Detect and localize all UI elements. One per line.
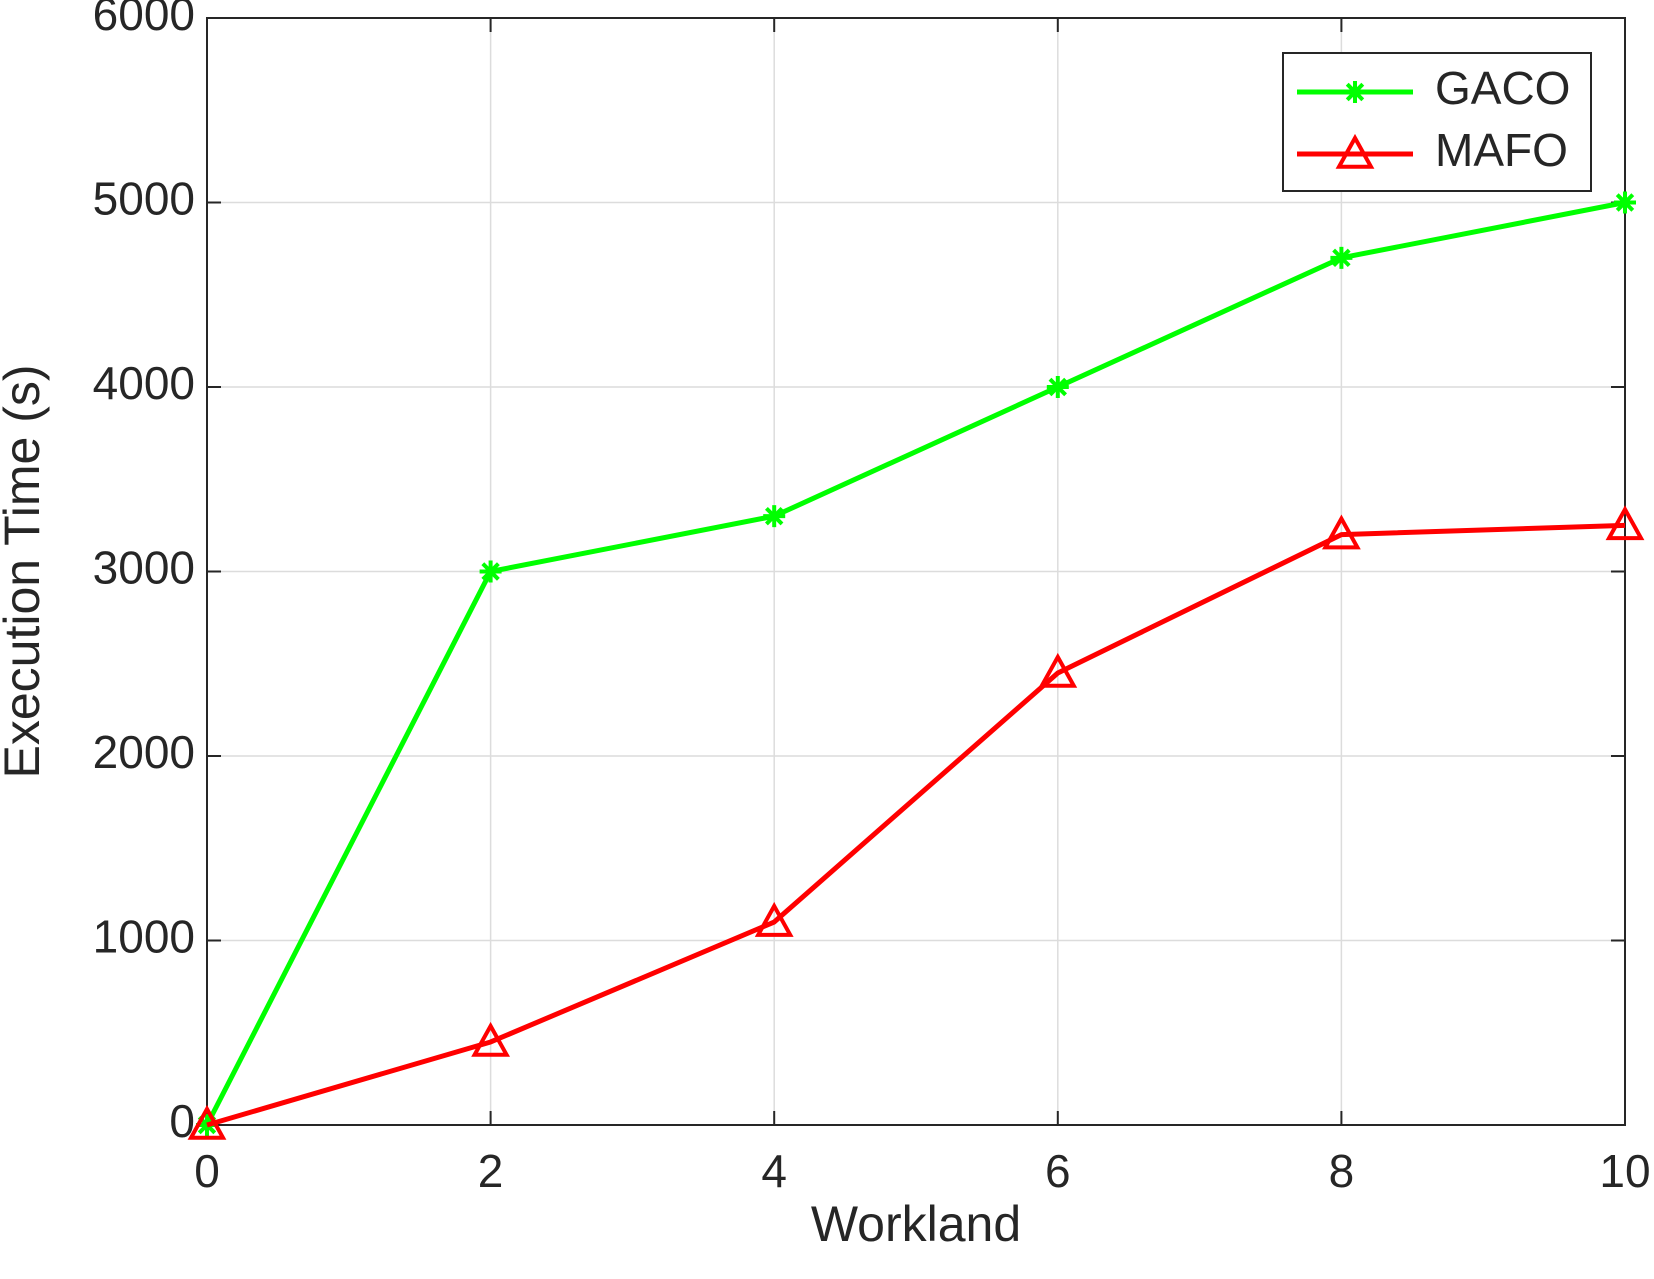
x-axis-label: Workland xyxy=(811,1196,1021,1252)
series-line xyxy=(204,200,1626,1127)
plot-frame xyxy=(206,17,1626,1126)
marker xyxy=(187,1104,227,1140)
y-tick-label: 1000 xyxy=(93,911,195,963)
marker xyxy=(1614,191,1636,214)
marker xyxy=(479,560,502,583)
y-tick-label: 4000 xyxy=(93,357,195,409)
x-tick-label: 6 xyxy=(1045,1145,1071,1197)
marker xyxy=(1322,514,1361,550)
marker xyxy=(1046,376,1069,398)
marker xyxy=(763,505,786,528)
marker xyxy=(754,901,794,937)
legend-box xyxy=(1282,52,1592,192)
y-tick-label: 2000 xyxy=(93,726,195,778)
x-tick-label: 2 xyxy=(478,1145,504,1197)
marker xyxy=(1038,652,1078,688)
x-tick-label: 4 xyxy=(761,1145,787,1197)
x-tick-label: 10 xyxy=(1599,1145,1650,1197)
marker xyxy=(471,1021,510,1057)
marker xyxy=(1605,505,1645,541)
legend-label: GACO xyxy=(1435,62,1570,114)
marker-stroke xyxy=(1332,248,1351,268)
marker-stroke xyxy=(1345,82,1365,102)
marker xyxy=(1344,81,1366,103)
marker xyxy=(1330,246,1353,269)
marker-stroke xyxy=(1048,377,1067,397)
y-tick-label: 6000 xyxy=(93,0,195,40)
marker-stroke xyxy=(481,562,500,581)
y-tick-label: 3000 xyxy=(93,542,195,594)
x-tick-label: 0 xyxy=(194,1145,220,1197)
legend-label: MAFO xyxy=(1435,124,1568,176)
marker-stroke xyxy=(1615,193,1635,212)
y-tick-label: 5000 xyxy=(93,173,195,225)
series-line xyxy=(206,522,1626,1128)
y-axis-label: Execution Time (s) xyxy=(0,364,50,778)
marker-stroke xyxy=(765,506,784,526)
marker xyxy=(1335,133,1375,169)
x-tick-label: 8 xyxy=(1329,1145,1355,1197)
